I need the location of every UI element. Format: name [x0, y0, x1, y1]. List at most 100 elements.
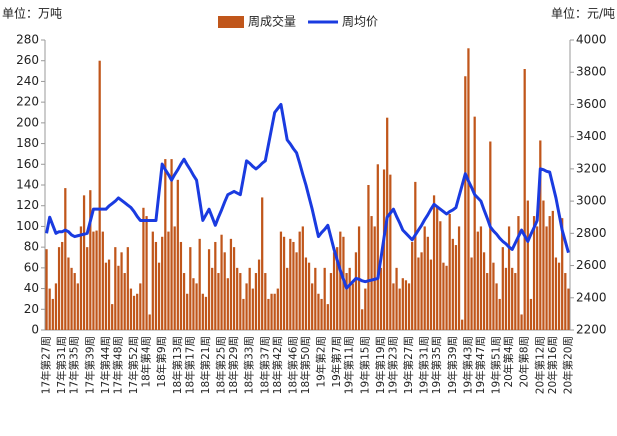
- bar: [104, 262, 108, 330]
- bar: [461, 319, 464, 330]
- x-tick-label: 18年第29周: [227, 336, 240, 394]
- bar: [542, 200, 545, 330]
- bar: [117, 265, 120, 330]
- bar: [264, 273, 267, 330]
- bar: [511, 267, 514, 330]
- bar: [198, 238, 201, 330]
- bar: [432, 195, 436, 330]
- bar: [354, 252, 358, 330]
- x-tick-label: 17年第52周: [127, 336, 140, 394]
- bar: [67, 257, 70, 330]
- bar: [464, 76, 467, 330]
- y-tick-label: 160: [16, 157, 39, 171]
- y2-axis-label: 单位：元/吨: [551, 6, 615, 21]
- y-tick-label: 240: [16, 74, 39, 88]
- bar: [201, 293, 204, 330]
- bar: [289, 238, 292, 330]
- price-line: [45, 102, 570, 290]
- x-tick-label: 17年第39周: [83, 336, 96, 394]
- bar: [401, 278, 404, 330]
- bar: [279, 231, 283, 330]
- bar: [332, 252, 336, 330]
- bar: [307, 262, 311, 330]
- y-tick-label: 40: [24, 281, 39, 295]
- bar: [529, 298, 533, 330]
- bar: [257, 259, 261, 330]
- bar: [395, 267, 398, 330]
- bar: [123, 273, 126, 330]
- bar: [139, 283, 142, 330]
- x-tick-label: 20年第20周: [561, 336, 574, 394]
- bar: [545, 226, 548, 330]
- bar: [70, 267, 73, 330]
- bar: [336, 247, 339, 330]
- bar: [492, 262, 495, 330]
- x-tick-label: 18年第9周: [155, 336, 168, 388]
- bar: [154, 241, 158, 330]
- bar: [507, 226, 511, 330]
- bar: [426, 236, 429, 330]
- bar: [526, 200, 529, 330]
- bar: [551, 210, 554, 330]
- bar: [420, 252, 423, 330]
- bar: [286, 267, 289, 330]
- y2-tick-label: 2400: [576, 290, 607, 304]
- bar: [429, 259, 433, 330]
- bar: [448, 214, 451, 330]
- bar: [207, 249, 211, 330]
- y-tick-label: 0: [31, 323, 39, 337]
- bar: [248, 267, 251, 330]
- bar: [57, 247, 61, 330]
- x-tick-label: 18年第42周: [271, 336, 284, 394]
- bar: [470, 257, 473, 330]
- bar: [142, 207, 145, 330]
- x-tick-label: 19年第51周: [490, 336, 503, 394]
- bar: [345, 273, 348, 330]
- bar: [351, 283, 354, 330]
- bar: [273, 293, 276, 330]
- bar: [111, 304, 114, 330]
- bar: [242, 298, 245, 330]
- legend-label: 周均价: [342, 15, 378, 29]
- bar: [423, 226, 426, 330]
- bar: [414, 181, 417, 330]
- bar: [454, 245, 458, 330]
- bar: [232, 247, 236, 330]
- bar: [182, 273, 186, 330]
- x-tick-label: 18年第25周: [215, 336, 228, 394]
- bar: [495, 283, 498, 330]
- x-tick-label: 18年第4周: [140, 336, 153, 388]
- bar: [186, 293, 189, 330]
- x-tick-label: 20年第8周: [518, 336, 531, 388]
- bar: [251, 288, 254, 330]
- bar: [189, 247, 192, 330]
- bar: [370, 216, 373, 330]
- bar: [217, 273, 220, 330]
- x-tick-label: 18年第50周: [299, 336, 312, 394]
- bar: [270, 293, 273, 330]
- bar: [76, 283, 79, 330]
- x-tick-label: 18年第21周: [199, 336, 212, 394]
- y2-tick-label: 3800: [576, 65, 607, 79]
- y2-tick-label: 4000: [576, 33, 607, 47]
- bar: [292, 241, 295, 330]
- y2-tick-label: 3000: [576, 194, 607, 208]
- bar: [136, 293, 139, 330]
- bar: [61, 241, 64, 330]
- bar: [114, 247, 117, 330]
- y-tick-label: 80: [24, 240, 39, 254]
- bar: [561, 218, 564, 330]
- bar: [361, 309, 364, 330]
- bar: [539, 140, 542, 330]
- bar: [226, 278, 229, 330]
- bar: [364, 288, 367, 330]
- y2-tick-label: 2800: [576, 226, 607, 240]
- bar: [164, 159, 167, 330]
- bar: [445, 265, 448, 330]
- x-tick-label: 19年第27周: [402, 336, 415, 394]
- bar: [523, 69, 526, 330]
- bar: [214, 241, 217, 330]
- x-tick-label: 19年第23周: [386, 336, 399, 394]
- bar: [417, 257, 420, 330]
- x-tick-label: 19年第2周: [315, 336, 328, 388]
